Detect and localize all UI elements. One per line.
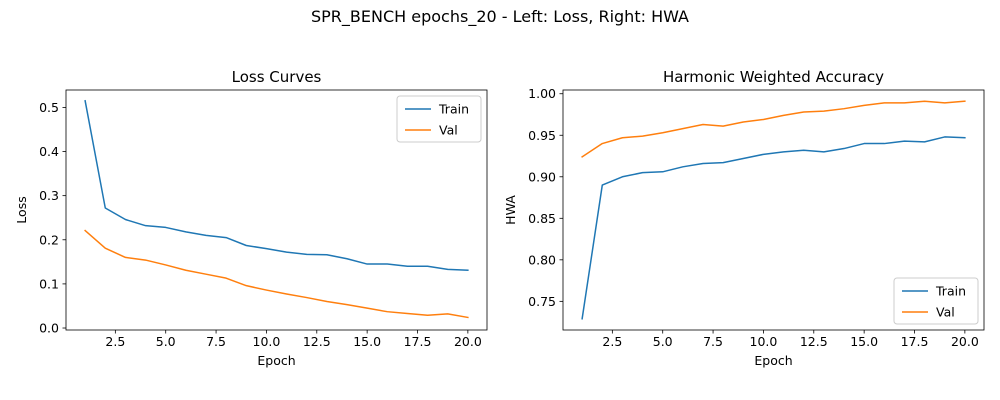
y-tick-label: 0.85	[528, 211, 556, 226]
y-tick-label: 0.3	[39, 188, 59, 203]
y-tick-label: 0.5	[39, 100, 59, 115]
y-tick-label: 0.0	[39, 321, 59, 336]
chart-title: Harmonic Weighted Accuracy	[663, 68, 884, 86]
x-tick-label: 12.5	[303, 334, 331, 349]
y-tick-label: 0.4	[39, 144, 59, 159]
legend: Train Val	[893, 277, 979, 325]
x-tick-label: 7.5	[206, 334, 226, 349]
y-tick-label: 0.1	[39, 276, 59, 291]
x-tick-label: 10.0	[253, 334, 281, 349]
series-line-val	[581, 100, 966, 158]
series-line-train	[84, 99, 469, 272]
series-line-train	[581, 136, 966, 320]
x-tick-label: 17.5	[901, 334, 929, 349]
legend-label-val: Val	[439, 123, 458, 138]
x-axis-label: Epoch	[257, 353, 295, 368]
y-tick-label: 0.2	[39, 232, 59, 247]
x-tick-label: 15.0	[353, 334, 381, 349]
y-tick-label: 1.00	[528, 86, 556, 101]
y-tick-label: 0.90	[528, 169, 556, 184]
series-line-val	[84, 229, 469, 319]
plot-frame	[562, 89, 985, 331]
x-tick-label: 5.0	[156, 334, 176, 349]
legend-label-val: Val	[936, 305, 955, 320]
legend-label-train: Train	[935, 284, 966, 299]
x-tick-label: 7.5	[703, 334, 723, 349]
x-tick-label: 5.0	[653, 334, 673, 349]
y-tick-label: 0.80	[528, 252, 556, 267]
x-tick-label: 15.0	[850, 334, 878, 349]
x-tick-label: 20.0	[951, 334, 979, 349]
chart-panel-2: 2.5 5.0 7.5 10.0 12.5 15.0 17.5 20.0 0.75 0.80 0.8…	[503, 68, 985, 368]
x-tick-label: 2.5	[602, 334, 622, 349]
y-tick-label: 0.95	[528, 128, 556, 143]
figure-suptitle: SPR_BENCH epochs_20 - Left: Loss, Right:…	[311, 7, 689, 27]
y-axis-label: HWA	[503, 195, 518, 225]
x-tick-label: 20.0	[454, 334, 482, 349]
chart-panel-1: 2.5 5.0 7.5 10.0 12.5 15.0 17.5 20.0 0.0 0.1 0.2 0.…	[14, 68, 488, 368]
x-tick-label: 17.5	[404, 334, 432, 349]
plot-frame	[65, 89, 488, 331]
x-tick-label: 12.5	[800, 334, 828, 349]
legend: Train Val	[396, 95, 482, 143]
y-tick-label: 0.75	[528, 294, 556, 309]
x-tick-label: 2.5	[105, 334, 125, 349]
x-tick-label: 10.0	[750, 334, 778, 349]
x-axis-label: Epoch	[754, 353, 792, 368]
legend-label-train: Train	[438, 102, 469, 117]
y-axis-label: Loss	[14, 196, 29, 223]
chart-title: Loss Curves	[232, 68, 322, 86]
